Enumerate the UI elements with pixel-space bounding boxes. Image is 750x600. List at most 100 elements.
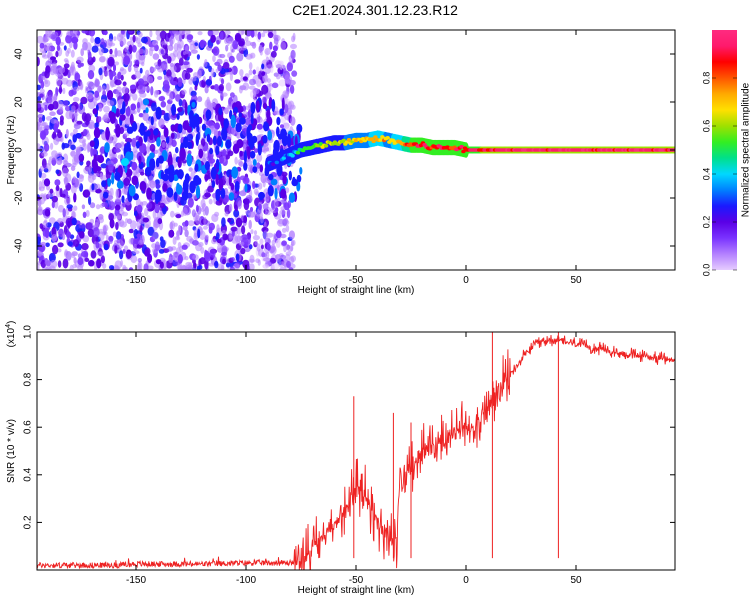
spectrogram-cell — [110, 134, 118, 144]
spectrogram-cell — [181, 244, 188, 250]
y-tick-label: 0 — [14, 147, 25, 153]
spectrogram-cell — [158, 96, 166, 102]
spectrogram-cell — [279, 124, 285, 129]
spectrogram-cell — [103, 30, 108, 36]
spectrogram-cell — [122, 81, 127, 87]
spectrogram-cell — [92, 172, 100, 177]
spectrogram-cell — [67, 31, 74, 37]
spectrogram-cell — [273, 110, 281, 116]
spectrogram-cell — [81, 30, 88, 34]
spectrogram-cell — [222, 258, 226, 265]
spectrogram-cell — [272, 45, 278, 52]
spectrogram-cell — [177, 169, 184, 180]
spectrogram-cell — [72, 128, 78, 134]
spectrogram-cell — [129, 60, 133, 67]
spectrogram-cell — [50, 142, 54, 150]
spectrogram-cell — [46, 33, 53, 38]
spectrogram-cell — [151, 67, 156, 72]
spectrogram-cell — [128, 44, 133, 54]
spectrogram-cell — [275, 254, 282, 262]
spectrogram-cell — [218, 84, 224, 92]
x-tick-label: -50 — [349, 275, 364, 286]
spectrogram-cell — [116, 50, 122, 57]
spectrogram-cell — [78, 174, 84, 182]
spectrogram-cell — [182, 129, 187, 135]
spectrogram-cell — [37, 208, 44, 216]
spectrogram-cell — [286, 62, 293, 72]
spectrogram-cell — [225, 139, 232, 149]
spectrogram-cell — [50, 56, 56, 61]
spectrogram-cell — [107, 56, 115, 67]
spectrogram-cell — [214, 260, 219, 269]
spectrogram-cell — [132, 93, 138, 101]
spectrogram-cell — [109, 111, 116, 124]
spectrogram-cell — [167, 172, 175, 183]
spectrogram-cell — [41, 131, 46, 140]
spectrogram-cell — [159, 261, 164, 269]
spectrogram-cell — [209, 147, 214, 155]
spectrogram-cell — [173, 261, 181, 266]
spectrogram-cell — [116, 180, 124, 189]
spectrogram-cell — [92, 56, 96, 63]
spectrogram-cell — [215, 68, 219, 73]
spectrogram-cell — [265, 56, 270, 63]
spectrogram-cell — [91, 183, 95, 191]
spectrogram-cell — [228, 234, 233, 241]
spectrogram-cell — [231, 257, 235, 262]
spectrogram-cell — [269, 41, 273, 50]
spectrogram-cell — [235, 253, 240, 262]
spectrogram-cell — [157, 218, 163, 225]
spectrogram-cell — [184, 102, 188, 116]
spectrogram-cell — [255, 258, 260, 264]
spectrogram-cell — [203, 225, 208, 230]
spectrogram-cell — [149, 143, 156, 152]
spectrogram-cell — [256, 162, 261, 169]
spectrogram-cell — [117, 154, 125, 160]
spectrogram-cell — [147, 265, 154, 270]
spectrogram-cell — [262, 264, 270, 269]
spectrogram-cell — [198, 148, 204, 159]
snr-line — [37, 334, 675, 570]
spectrogram-cell — [44, 228, 50, 239]
spectrogram-cell — [266, 64, 274, 69]
spectrogram-cell — [117, 71, 122, 80]
y-axis-label: Frequency (Hz) — [6, 116, 17, 185]
spectrogram-cell — [200, 138, 206, 147]
spectrogram-cell — [170, 81, 178, 86]
spectrogram-cell — [263, 64, 267, 70]
spectrogram-cell — [262, 257, 271, 262]
spectrogram-cell — [142, 112, 149, 121]
spectrogram-cell — [182, 51, 186, 56]
spectrogram-cell — [461, 149, 466, 154]
spectrogram-cell — [115, 204, 121, 211]
spectrogram-cell — [175, 146, 179, 154]
spectrogram-cell — [193, 232, 199, 241]
spectrogram-cell — [247, 234, 251, 245]
spectrogram-cell — [256, 153, 263, 163]
spectrogram-cell — [261, 84, 269, 95]
spectrogram-cell — [279, 266, 287, 270]
spectrogram-cell — [197, 96, 203, 103]
spectrogram-cell — [53, 93, 58, 102]
spectrogram-cell — [115, 123, 121, 138]
spectrogram-cell — [257, 30, 262, 34]
spectrogram-cell — [121, 86, 129, 95]
spectrogram-cell — [113, 265, 121, 270]
spectrogram-cell — [252, 159, 257, 166]
x-tick-label: 50 — [570, 275, 582, 286]
spectrogram-cell — [234, 156, 238, 165]
spectrogram-cell — [114, 61, 120, 66]
spectrogram-cell — [160, 239, 166, 249]
spectrogram-cell — [243, 110, 247, 116]
spectrogram-cell — [171, 246, 177, 251]
spectrogram-cell — [84, 113, 92, 123]
spectrogram-cell — [124, 46, 130, 53]
spectrogram-cell — [143, 263, 149, 270]
spectrogram-cell — [248, 263, 255, 270]
spectrogram-cell — [82, 211, 87, 218]
spectrogram-cell — [211, 180, 216, 189]
spectrogram-cell — [126, 40, 134, 47]
spectrogram-cell — [135, 141, 140, 149]
spectrogram-cell — [258, 203, 262, 211]
spectrogram-cell — [238, 112, 242, 118]
